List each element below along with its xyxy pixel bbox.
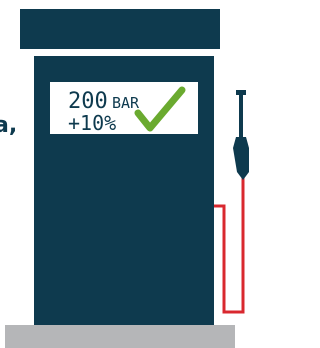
side-text: a, — [0, 113, 17, 138]
pressure-unit: BAR — [112, 94, 140, 112]
nozzle-handle — [233, 137, 249, 180]
nozzle-cap — [236, 90, 246, 95]
hose — [214, 178, 243, 312]
tolerance: +10% — [68, 111, 116, 135]
fuel-pump-illustration: a, 200 BAR +10% — [0, 0, 254, 348]
page: {"side_text": "a,", "display": {"pressur… — [0, 0, 254, 348]
pump-base — [5, 325, 235, 348]
pump-top — [20, 9, 220, 49]
nozzle-tip — [239, 92, 243, 137]
